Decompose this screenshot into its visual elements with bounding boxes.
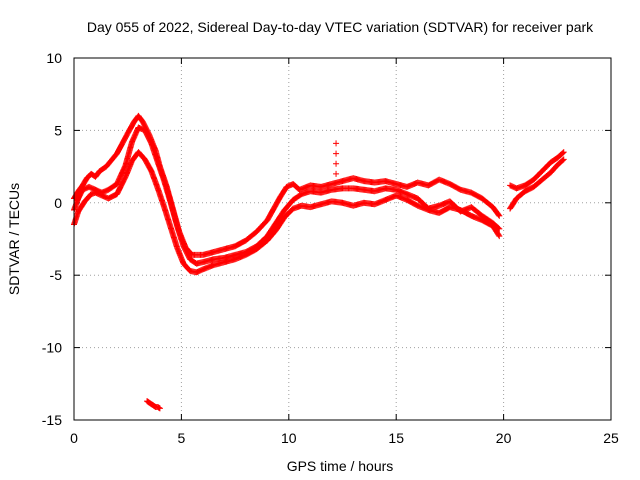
chart-title: Day 055 of 2022, Sidereal Day-to-day VTE…: [87, 19, 594, 35]
gridlines: [74, 58, 611, 420]
series-track-c: [71, 149, 503, 276]
series-track-e: [507, 156, 567, 212]
x-tick-label: 5: [178, 430, 186, 446]
x-tick-label: 10: [281, 430, 297, 446]
y-tick-label: -5: [50, 267, 63, 283]
x-tick-label: 0: [70, 430, 78, 446]
data-point: [560, 149, 567, 156]
data-points: [71, 112, 567, 412]
x-tick-label: 20: [496, 430, 512, 446]
axis-ticks: 0 5 10 15 20 25 -15 -10 -5 0 5 10: [42, 50, 619, 446]
series-track-b: [71, 124, 503, 267]
data-point: [496, 233, 503, 240]
x-axis-label: GPS time / hours: [287, 458, 394, 474]
data-point: [559, 157, 566, 164]
data-point: [495, 232, 502, 239]
data-point: [333, 160, 340, 167]
data-point: [333, 140, 340, 147]
y-tick-label: -15: [42, 412, 62, 428]
series-track-f: [144, 398, 163, 412]
data-point: [559, 149, 566, 156]
data-point: [495, 211, 502, 218]
series-outliers: [333, 140, 340, 177]
data-point: [156, 405, 163, 412]
data-point: [333, 170, 340, 177]
y-tick-label: 10: [46, 50, 62, 66]
y-tick-label: -10: [42, 340, 62, 356]
x-tick-label: 25: [603, 430, 619, 446]
data-point: [333, 150, 340, 157]
data-point: [496, 212, 503, 219]
y-axis-label: SDTVAR / TECUs: [6, 183, 22, 295]
x-tick-label: 15: [388, 430, 404, 446]
plot-frame: [73, 57, 612, 421]
series-track-d: [507, 149, 567, 192]
y-tick-label: 5: [54, 122, 62, 138]
data-point: [560, 156, 567, 163]
y-tick-label: 0: [54, 195, 62, 211]
